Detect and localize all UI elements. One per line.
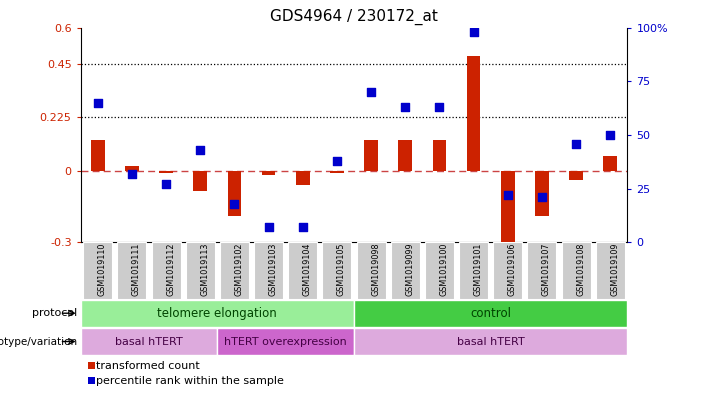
Text: basal hTERT: basal hTERT	[115, 336, 183, 347]
Bar	[354, 299, 627, 327]
Bar	[501, 171, 515, 247]
Bar	[596, 242, 625, 299]
Bar	[354, 328, 627, 355]
Point	[605, 132, 616, 138]
Bar	[217, 328, 354, 355]
Bar	[81, 299, 354, 327]
Text: telomere elongation: telomere elongation	[158, 307, 277, 320]
Text: hTERT overexpression: hTERT overexpression	[224, 336, 347, 347]
Bar	[81, 328, 217, 355]
Text: control: control	[470, 307, 511, 320]
Point	[297, 224, 308, 230]
Text: basal hTERT: basal hTERT	[457, 336, 524, 347]
Point	[195, 147, 206, 153]
Bar	[83, 242, 112, 299]
Text: GSM1019105: GSM1019105	[337, 243, 346, 296]
Bar	[425, 242, 454, 299]
Bar	[527, 242, 557, 299]
Bar	[296, 171, 310, 185]
Text: GSM1019099: GSM1019099	[405, 242, 414, 296]
Title: GDS4964 / 230172_at: GDS4964 / 230172_at	[270, 9, 438, 25]
Text: GSM1019113: GSM1019113	[200, 243, 209, 296]
Text: percentile rank within the sample: percentile rank within the sample	[97, 376, 285, 386]
Point	[434, 104, 445, 110]
Bar	[562, 242, 591, 299]
Bar	[228, 171, 241, 216]
Bar	[467, 57, 480, 171]
Point	[161, 181, 172, 187]
Point	[263, 224, 274, 230]
Bar	[288, 242, 318, 299]
Bar	[330, 171, 343, 173]
Bar	[193, 171, 207, 191]
Text: genotype/variation: genotype/variation	[0, 336, 77, 347]
Point	[571, 140, 582, 147]
Point	[502, 192, 513, 198]
Point	[536, 194, 547, 200]
Bar	[604, 156, 617, 171]
Text: GSM1019111: GSM1019111	[132, 243, 141, 296]
Text: GSM1019102: GSM1019102	[234, 243, 243, 296]
Bar	[357, 242, 386, 299]
Bar	[569, 171, 583, 180]
Text: GSM1019101: GSM1019101	[474, 243, 482, 296]
Text: GSM1019108: GSM1019108	[576, 243, 585, 296]
Bar	[433, 140, 447, 171]
Bar	[117, 242, 147, 299]
Point	[365, 89, 376, 95]
Bar	[254, 242, 283, 299]
Point	[468, 29, 479, 35]
Bar	[91, 140, 104, 171]
Text: GSM1019107: GSM1019107	[542, 243, 551, 296]
Point	[92, 100, 103, 106]
Text: GSM1019112: GSM1019112	[166, 243, 175, 296]
Bar	[390, 242, 420, 299]
Point	[332, 158, 343, 164]
Bar	[186, 242, 215, 299]
Bar	[322, 242, 351, 299]
Bar	[494, 242, 522, 299]
Text: protocol: protocol	[32, 308, 77, 318]
Bar	[365, 140, 378, 171]
Text: transformed count: transformed count	[97, 361, 200, 371]
Text: GSM1019103: GSM1019103	[268, 243, 278, 296]
Text: GSM1019100: GSM1019100	[440, 243, 449, 296]
Text: GSM1019110: GSM1019110	[97, 243, 107, 296]
Text: GSM1019109: GSM1019109	[611, 243, 619, 296]
Bar	[535, 171, 549, 216]
Text: GSM1019098: GSM1019098	[371, 243, 380, 296]
Bar	[398, 140, 412, 171]
Point	[229, 200, 240, 207]
Bar	[220, 242, 249, 299]
Text: GSM1019104: GSM1019104	[303, 243, 312, 296]
Text: GSM1019106: GSM1019106	[508, 243, 517, 296]
Point	[126, 171, 137, 177]
Bar	[261, 171, 275, 175]
Bar	[125, 166, 139, 171]
Bar	[151, 242, 181, 299]
Bar	[459, 242, 488, 299]
Point	[400, 104, 411, 110]
Bar	[159, 171, 173, 173]
